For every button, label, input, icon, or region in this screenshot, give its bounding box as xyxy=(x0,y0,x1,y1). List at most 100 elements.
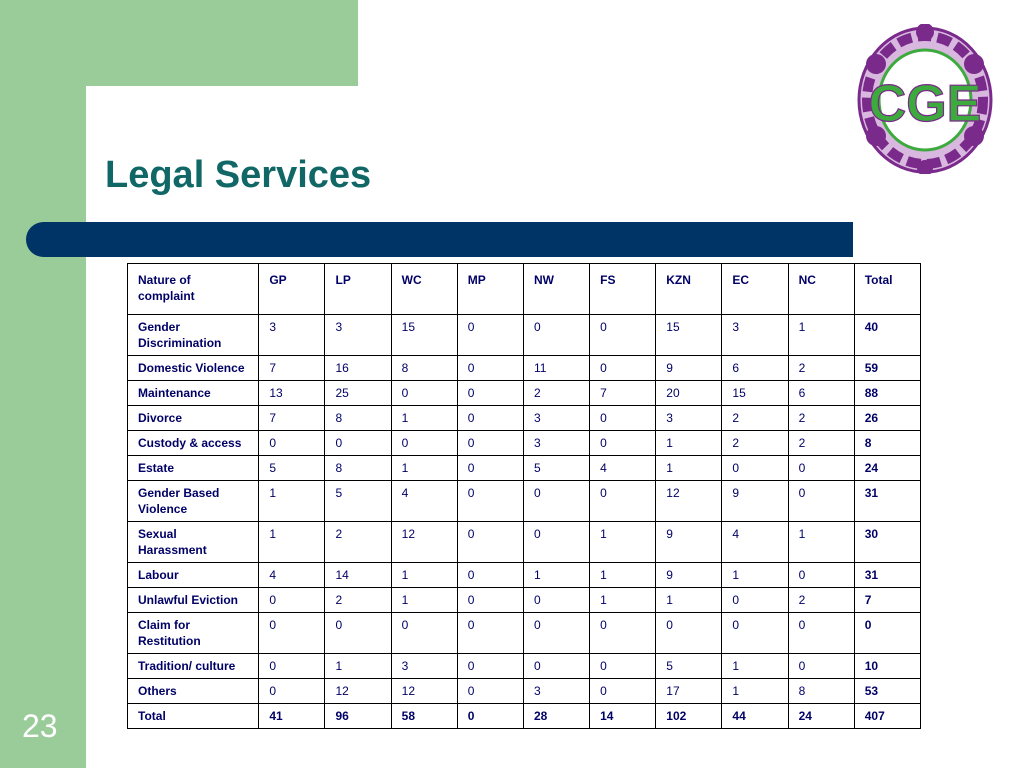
table-cell: 0 xyxy=(456,562,524,588)
row-label: Maintenance xyxy=(126,380,260,406)
table-cell: 2 xyxy=(787,405,855,431)
table-cell: 2 xyxy=(324,521,392,563)
row-total-cell: 10 xyxy=(853,653,922,679)
table-cell: 24 xyxy=(787,703,855,729)
row-total-cell: 7 xyxy=(853,587,922,613)
table-cell: 8 xyxy=(787,678,855,704)
table-row: Domestic Violence 7 16 8 0 11 0 9 6 2 59 xyxy=(126,355,922,381)
table-cell: 0 xyxy=(456,612,524,654)
table-cell: 9 xyxy=(721,480,789,522)
table-cell: 0 xyxy=(522,314,591,356)
row-total-cell: 59 xyxy=(853,355,922,381)
table-cell: 3 xyxy=(258,314,326,356)
table-cell: 1 xyxy=(721,562,789,588)
table-cell: 8 xyxy=(324,405,392,431)
table-cell: 1 xyxy=(589,562,657,588)
row-total-cell: 26 xyxy=(853,405,922,431)
header-nature-of-complaint: Nature of complaint xyxy=(126,263,260,315)
table-cell: 1 xyxy=(655,430,723,456)
table-cell: 0 xyxy=(589,314,657,356)
table-cell: 0 xyxy=(456,653,524,679)
table-cell: 2 xyxy=(721,430,789,456)
table-cell: 15 xyxy=(655,314,723,356)
table-cell: 0 xyxy=(456,480,524,522)
row-label: Total xyxy=(126,703,260,729)
table-cell: 3 xyxy=(721,314,789,356)
table-cell: 5 xyxy=(655,653,723,679)
table-row: Custody & access 0 0 0 0 3 0 1 2 2 8 xyxy=(126,430,922,456)
table-cell: 0 xyxy=(390,430,458,456)
table-cell: 1 xyxy=(787,314,855,356)
table-cell: 9 xyxy=(655,562,723,588)
table-cell: 12 xyxy=(324,678,392,704)
header-fs: FS xyxy=(589,263,657,315)
header-wc: WC xyxy=(390,263,458,315)
table-cell: 0 xyxy=(589,480,657,522)
table-row: Sexual Harassment 1 2 12 0 0 1 9 4 1 30 xyxy=(126,521,922,563)
table-cell: 3 xyxy=(324,314,392,356)
table-cell: 15 xyxy=(390,314,458,356)
table-cell: 0 xyxy=(787,653,855,679)
table-cell: 0 xyxy=(522,587,591,613)
table-cell: 96 xyxy=(324,703,392,729)
row-label: Sexual Harassment xyxy=(126,521,260,563)
row-label: Labour xyxy=(126,562,260,588)
row-label: Gender Discrimination xyxy=(126,314,260,356)
table-cell: 7 xyxy=(589,380,657,406)
header-ec: EC xyxy=(721,263,789,315)
table-row: Others 0 12 12 0 3 0 17 1 8 53 xyxy=(126,678,922,704)
table-cell: 1 xyxy=(258,480,326,522)
table-cell: 41 xyxy=(258,703,326,729)
table-cell: 14 xyxy=(589,703,657,729)
table-cell: 12 xyxy=(390,678,458,704)
table-cell: 15 xyxy=(721,380,789,406)
table-cell: 1 xyxy=(522,562,591,588)
table-cell: 0 xyxy=(456,405,524,431)
row-total-cell: 53 xyxy=(853,678,922,704)
table-cell: 2 xyxy=(324,587,392,613)
table-cell: 0 xyxy=(456,314,524,356)
table-cell: 0 xyxy=(324,430,392,456)
table-cell: 2 xyxy=(522,380,591,406)
table-cell: 8 xyxy=(390,355,458,381)
table-row: Tradition/ culture 0 1 3 0 0 0 5 1 0 10 xyxy=(126,653,922,679)
table-cell: 0 xyxy=(456,455,524,481)
table-cell: 4 xyxy=(258,562,326,588)
table-cell: 0 xyxy=(456,703,524,729)
header-total: Total xyxy=(853,263,922,315)
table-cell: 9 xyxy=(655,355,723,381)
header-kzn: KZN xyxy=(655,263,723,315)
table-row: Gender Discrimination 3 3 15 0 0 0 15 3 1 40 xyxy=(126,314,922,356)
table-cell: 1 xyxy=(324,653,392,679)
slide-title: Legal Services xyxy=(105,154,372,196)
table-cell: 25 xyxy=(324,380,392,406)
table-cell: 1 xyxy=(655,455,723,481)
table-total-row: Total 41 96 58 0 28 14 102 44 24 407 xyxy=(126,703,922,729)
table-cell: 3 xyxy=(390,653,458,679)
table-cell: 0 xyxy=(787,480,855,522)
table-cell: 0 xyxy=(522,521,591,563)
table-cell: 0 xyxy=(787,455,855,481)
row-total-cell: 40 xyxy=(853,314,922,356)
row-label: Others xyxy=(126,678,260,704)
table-cell: 5 xyxy=(522,455,591,481)
table-row: Gender Based Violence 1 5 4 0 0 0 12 9 0 31 xyxy=(126,480,922,522)
table-cell: 13 xyxy=(258,380,326,406)
row-label: Divorce xyxy=(126,405,260,431)
table-cell: 0 xyxy=(655,612,723,654)
table-cell: 0 xyxy=(258,430,326,456)
table-cell: 0 xyxy=(456,355,524,381)
table-cell: 4 xyxy=(390,480,458,522)
table-cell: 14 xyxy=(324,562,392,588)
row-total-cell: 8 xyxy=(853,430,922,456)
table-cell: 0 xyxy=(456,380,524,406)
table-cell: 17 xyxy=(655,678,723,704)
table-cell: 1 xyxy=(787,521,855,563)
table-row: Unlawful Eviction 0 2 1 0 0 1 1 0 2 7 xyxy=(126,587,922,613)
table-cell: 0 xyxy=(721,455,789,481)
table-cell: 0 xyxy=(522,653,591,679)
logo-text: CGE xyxy=(869,75,982,133)
table-cell: 0 xyxy=(721,612,789,654)
table-row: Claim for Restitution 0 0 0 0 0 0 0 0 0 0 xyxy=(126,612,922,654)
row-total-cell: 31 xyxy=(853,562,922,588)
